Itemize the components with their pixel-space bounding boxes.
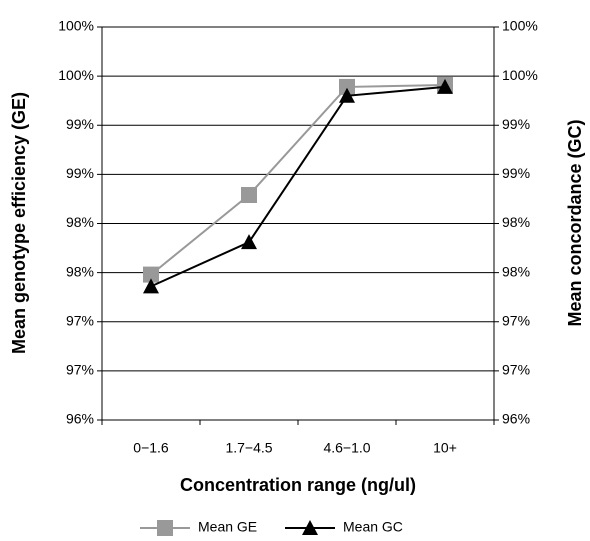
y-axis-title: Mean genotype efficiency (GE) — [9, 92, 29, 354]
y-tick-label: 99% — [66, 116, 94, 132]
y2-tick-label: 97% — [502, 312, 530, 328]
y-tick-label: 100% — [58, 67, 94, 83]
y-tick-label: 100% — [58, 18, 94, 34]
y2-tick-label: 98% — [502, 214, 530, 230]
marker — [437, 78, 453, 94]
y-tick-label: 96% — [66, 411, 94, 427]
legend-label: Mean GE — [198, 519, 257, 535]
y2-tick-label: 100% — [502, 67, 538, 83]
marker — [241, 234, 257, 250]
y2-tick-label: 99% — [502, 165, 530, 181]
y2-tick-label: 98% — [502, 263, 530, 279]
x-tick-label: 1.7−4.5 — [225, 440, 272, 456]
y-tick-label: 98% — [66, 214, 94, 230]
x-tick-label: 4.6−1.0 — [323, 440, 370, 456]
x-tick-label: 10+ — [433, 440, 457, 456]
y2-tick-label: 99% — [502, 116, 530, 132]
y2-tick-label: 96% — [502, 411, 530, 427]
y2-axis-title: Mean concordance (GC) — [565, 119, 585, 326]
marker — [241, 187, 257, 204]
marker — [339, 78, 355, 95]
legend-label: Mean GC — [343, 519, 403, 535]
marker — [302, 520, 318, 535]
x-axis-title: Concentration range (ng/ul) — [180, 475, 416, 495]
marker — [143, 266, 159, 283]
y2-tick-label: 97% — [502, 362, 530, 378]
y-tick-label: 97% — [66, 362, 94, 378]
marker — [143, 278, 159, 294]
marker — [339, 87, 355, 103]
series-line — [150, 85, 446, 288]
x-tick-label: 0−1.6 — [133, 440, 169, 456]
marker — [157, 520, 173, 536]
y-tick-label: 99% — [66, 165, 94, 181]
y2-tick-label: 100% — [502, 18, 538, 34]
y-tick-label: 98% — [66, 263, 94, 279]
series-line — [150, 83, 446, 276]
y-tick-label: 97% — [66, 312, 94, 328]
